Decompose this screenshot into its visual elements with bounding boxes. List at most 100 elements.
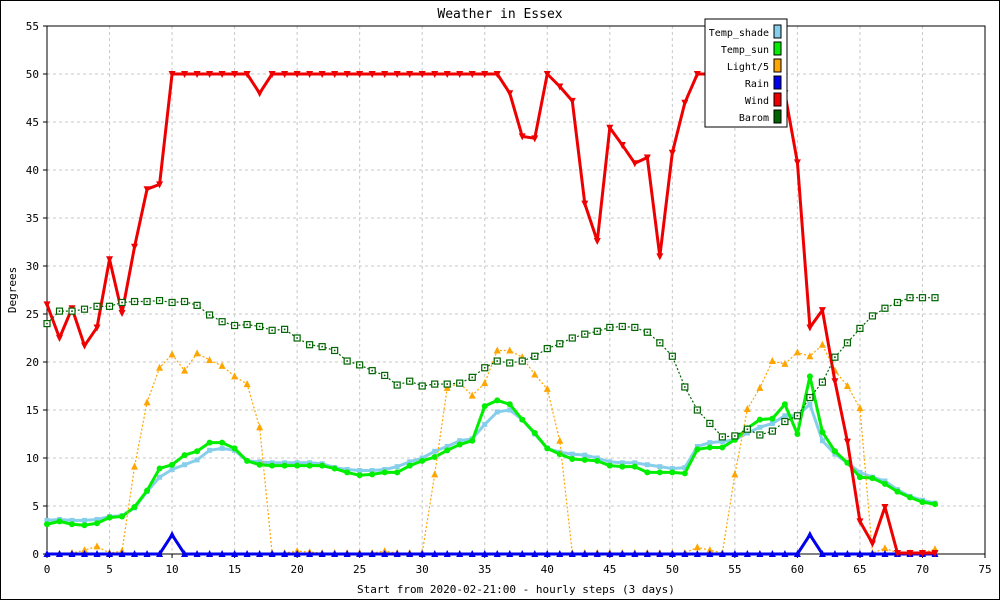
data-point-rain	[743, 550, 751, 557]
data-point-wind	[868, 540, 876, 548]
data-point-wind	[443, 71, 451, 78]
x-tick-label: 35	[478, 563, 491, 576]
x-tick-label: 40	[541, 563, 554, 576]
data-point-light-5	[531, 370, 539, 378]
data-point-light-5	[143, 398, 151, 406]
data-point-rain	[831, 550, 839, 557]
data-point-barom-center	[508, 362, 511, 364]
data-point-wind	[218, 71, 226, 78]
data-point-barom-center	[121, 301, 123, 304]
data-point-temp-sun	[469, 437, 476, 444]
data-point-light-5	[168, 350, 176, 358]
data-point-wind	[918, 550, 926, 558]
data-point-temp-shade	[194, 457, 200, 463]
data-point-temp-sun	[144, 487, 151, 494]
legend: Temp_shade Temp_sun Light/5 Rain Wind Barom	[704, 18, 788, 128]
data-point-wind	[606, 124, 614, 132]
x-tick-label: 60	[791, 563, 804, 576]
data-point-temp-shade	[444, 443, 450, 449]
data-point-rain	[518, 550, 526, 557]
data-point-wind	[206, 71, 214, 78]
data-point-wind	[506, 90, 514, 98]
data-point-rain	[606, 550, 614, 557]
data-point-temp-shade	[219, 445, 225, 451]
data-point-rain	[643, 550, 651, 557]
data-point-temp-shade	[182, 462, 188, 468]
data-point-rain	[131, 550, 139, 557]
data-point-barom-center	[809, 396, 811, 399]
data-point-light-5	[768, 357, 776, 365]
data-point-temp-shade	[432, 448, 438, 454]
data-point-temp-shade	[682, 465, 688, 471]
data-point-temp-shade	[457, 438, 463, 444]
data-point-temp-sun	[456, 441, 463, 448]
data-point-wind	[268, 71, 276, 78]
data-point-barom-center	[408, 380, 411, 382]
data-point-barom-center	[283, 328, 286, 331]
data-point-wind	[543, 71, 551, 78]
x-axis-label: Start from 2020-02-21:00 - hourly steps …	[357, 583, 675, 596]
data-point-rain	[706, 550, 714, 557]
data-point-temp-sun	[331, 465, 338, 472]
data-point-temp-sun	[669, 469, 676, 476]
data-point-wind	[593, 238, 601, 246]
data-point-barom-center	[934, 296, 936, 299]
legend-swatch-temp-sun	[773, 41, 782, 56]
data-point-barom-center	[158, 299, 161, 302]
data-point-temp-sun	[856, 474, 863, 481]
data-point-barom-center	[483, 366, 486, 369]
data-point-light-5	[481, 379, 489, 387]
x-tick-label: 15	[228, 563, 241, 576]
data-point-temp-shade	[632, 460, 638, 466]
data-point-temp-sun	[544, 445, 551, 452]
data-point-rain	[243, 550, 251, 557]
data-point-wind	[856, 518, 864, 526]
series-temp-sun	[44, 373, 938, 529]
data-point-temp-shade	[644, 462, 650, 468]
data-point-barom-center	[896, 301, 899, 304]
data-point-temp-sun	[569, 455, 576, 462]
data-point-rain	[581, 550, 589, 557]
data-point-barom-center	[421, 385, 423, 387]
data-point-light-5	[431, 470, 439, 478]
data-point-temp-sun	[844, 459, 851, 466]
data-point-light-5	[81, 546, 89, 554]
data-point-temp-sun	[519, 416, 526, 423]
data-point-temp-sun	[319, 462, 326, 469]
data-point-rain	[681, 550, 689, 557]
data-point-rain	[193, 550, 201, 557]
data-point-barom-center	[583, 333, 586, 335]
data-point-temp-sun	[581, 456, 588, 463]
data-point-wind	[818, 307, 826, 315]
data-point-temp-shade	[819, 438, 825, 444]
data-point-barom-center	[346, 360, 348, 362]
data-point-barom-center	[108, 305, 111, 308]
data-point-temp-sun	[406, 462, 413, 469]
y-axis-label: Degrees	[6, 267, 19, 313]
legend-swatch-barom	[773, 109, 782, 124]
data-point-rain	[806, 530, 814, 538]
data-point-temp-sun	[431, 454, 438, 461]
data-point-barom-center	[433, 383, 436, 385]
data-point-wind	[306, 71, 314, 78]
data-point-temp-shade	[44, 517, 50, 523]
series-rain	[43, 530, 939, 557]
data-point-temp-sun	[356, 472, 363, 479]
data-point-barom-center	[146, 300, 148, 303]
data-point-temp-sun	[781, 401, 788, 408]
data-point-barom-center	[696, 409, 699, 411]
data-point-rain	[81, 550, 89, 557]
y-tick-label: 10	[26, 452, 39, 465]
data-point-temp-sun	[694, 446, 701, 453]
data-point-wind	[256, 90, 264, 98]
series-line-rain	[47, 533, 935, 556]
data-point-wind	[481, 71, 489, 78]
x-tick-label: 50	[666, 563, 679, 576]
data-point-light-5	[843, 382, 851, 389]
data-point-light-5	[543, 384, 551, 392]
data-point-wind	[81, 342, 89, 350]
data-point-wind	[56, 335, 64, 342]
data-point-temp-sun	[81, 522, 88, 529]
data-point-barom-center	[233, 324, 236, 327]
